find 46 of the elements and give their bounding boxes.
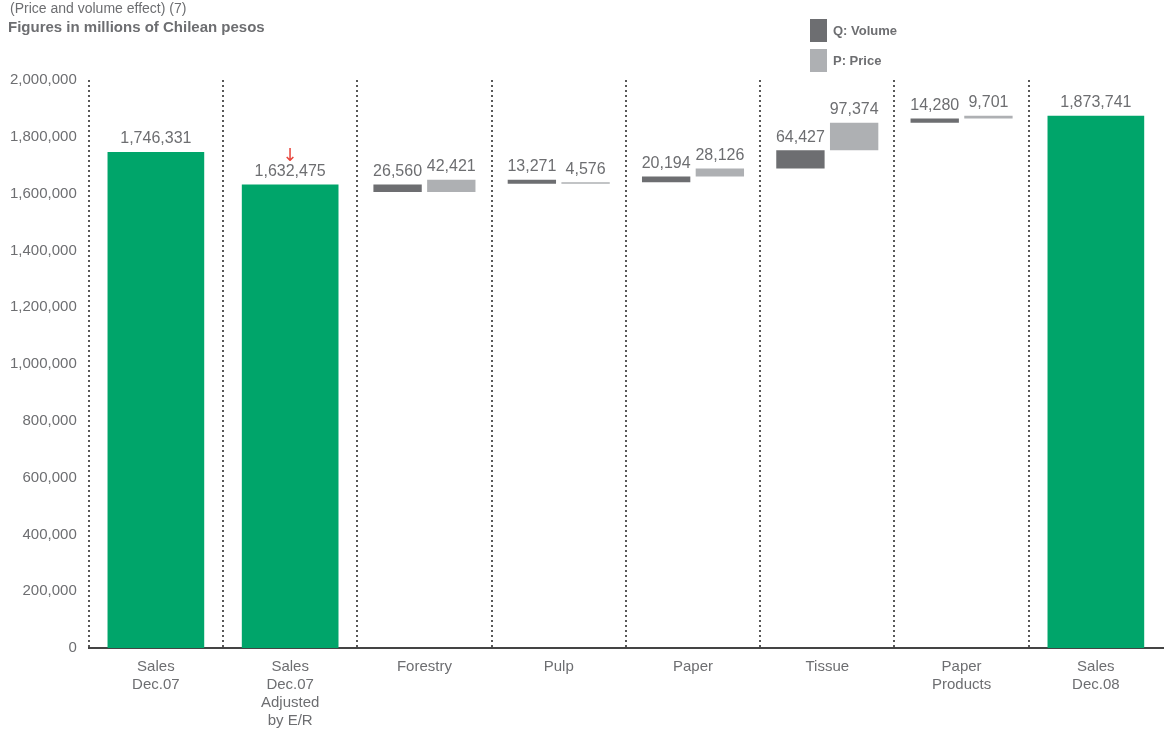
bar [507,179,557,184]
data-label: 4,576 [565,159,606,177]
bar [373,184,422,192]
bar [1047,115,1145,648]
data-label: 13,271 [507,157,557,175]
data-label: 14,280 [910,96,960,114]
bar [427,179,476,192]
x-tick-label: Paper Products [931,657,992,693]
data-label: 9,701 [968,93,1009,111]
bar [829,122,879,151]
chart-title: Figures in millions of Chilean pesos [8,18,265,35]
x-tick-label: Forestry [396,657,453,675]
y-tick-label: 600,000 [22,467,77,485]
x-tick-label: Tissue [805,657,850,675]
bar [695,168,745,177]
y-tick-label: 1,200,000 [10,297,77,315]
data-label: 42,421 [426,157,476,175]
x-tick-label: Sales Dec.08 [1072,657,1120,693]
bar [107,152,205,648]
chart-subtitle: (Price and volume effect) (7) [10,0,187,16]
y-tick-label: 200,000 [22,581,77,599]
x-tick-label: Pulp [543,657,574,675]
y-tick-label: 1,600,000 [10,183,77,201]
data-label: 26,560 [373,161,423,179]
bar [241,184,339,648]
x-tick-label: Sales Dec.07 [132,657,180,693]
x-tick-label: Sales Dec.07 Adjusted by E/R [260,657,320,729]
y-tick-label: 1,800,000 [10,126,77,144]
y-tick-label: 400,000 [22,524,77,542]
legend-label: P: Price [833,52,882,68]
data-label: 1,873,741 [1060,93,1132,111]
data-label: 97,374 [829,100,879,118]
data-label: 20,194 [641,154,691,172]
data-label: 64,427 [775,127,825,145]
data-label: 1,746,331 [120,129,192,147]
y-tick-label: 2,000,000 [10,70,77,88]
bar [910,118,959,123]
bar [776,150,825,169]
data-label: 28,126 [695,146,745,164]
y-tick-label: 800,000 [22,410,77,428]
y-tick-label: 1,000,000 [10,354,77,372]
y-tick-label: 0 [68,638,77,656]
legend-label: Q: Volume [833,22,898,38]
x-tick-label: Paper [672,657,714,675]
y-tick-label: 1,400,000 [10,240,77,258]
bar [964,115,1013,119]
